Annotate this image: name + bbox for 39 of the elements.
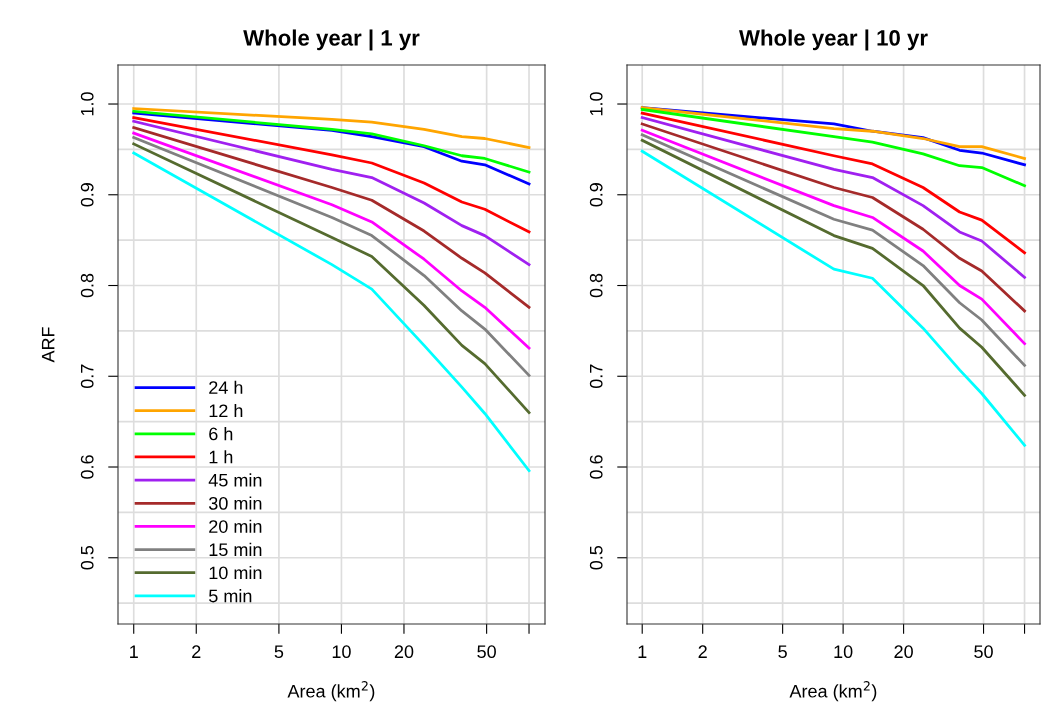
- x-axis-title: Area (km$^{2}$): [287, 681, 375, 702]
- legend-label: 6 h: [209, 427, 233, 441]
- legend-label: 12 h: [209, 403, 243, 417]
- y-tick-label: 0.8: [589, 273, 603, 298]
- x-tick-label: 1: [130, 645, 138, 658]
- x-tick-label: 1: [638, 645, 647, 658]
- y-tick-label: 0.5: [80, 545, 94, 570]
- legend-label: 24 h: [209, 380, 243, 394]
- y-tick-label: 0.6: [589, 455, 603, 479]
- y-tick-label: 0.7: [80, 364, 94, 389]
- legend-label: 15 min: [209, 542, 262, 557]
- x-tick-label: 5: [274, 645, 284, 659]
- x-tick-label: 50: [974, 645, 993, 659]
- legend-label: 20 min: [209, 519, 262, 533]
- x-tick-label: 50: [477, 645, 496, 659]
- y-tick-label: 1.0: [589, 92, 603, 116]
- legend-label: 10 min: [209, 565, 262, 580]
- y-tick-label: 0.8: [80, 273, 94, 298]
- y-tick-label: 0.9: [80, 183, 94, 207]
- y-tick-label: 0.7: [589, 364, 603, 389]
- y-tick-label: 0.9: [589, 183, 603, 207]
- x-tick-label: 2: [192, 645, 201, 658]
- chart-title: Whole year | 10 yr: [739, 29, 928, 51]
- legend-label: 45 min: [208, 473, 262, 487]
- y-axis-title: ARF: [41, 327, 55, 363]
- y-tick-label: 0.5: [589, 545, 603, 570]
- x-tick-label: 2: [698, 645, 707, 658]
- x-tick-label: 20: [394, 645, 414, 659]
- x-tick-label: 10: [332, 645, 351, 659]
- x-axis-title: Area (km$^{2}$): [789, 681, 877, 702]
- legend-label: 5 min: [209, 589, 252, 603]
- y-tick-label: 0.6: [80, 455, 94, 479]
- x-tick-label: 5: [778, 645, 787, 659]
- x-tick-label: 10: [834, 645, 853, 659]
- legend-label: 30 min: [208, 496, 262, 510]
- chart-title: Whole year | 1 yr: [243, 29, 420, 51]
- y-tick-label: 1.0: [80, 92, 94, 116]
- legend-label: 1 h: [209, 450, 233, 464]
- x-tick-label: 20: [894, 645, 913, 659]
